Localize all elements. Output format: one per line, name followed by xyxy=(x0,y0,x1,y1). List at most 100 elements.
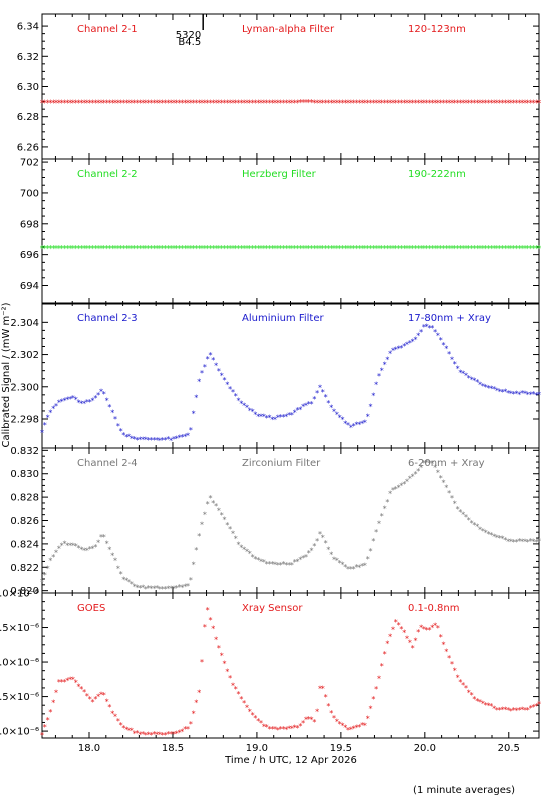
xtick-label: 18.0 xyxy=(78,743,100,754)
panel-4-data-point: * xyxy=(526,538,530,547)
panel-3-data-point: * xyxy=(107,403,111,412)
panel-1-data-point: * xyxy=(203,99,208,109)
panel-3-data-point: * xyxy=(189,426,193,435)
panel-5-channel-label: GOES xyxy=(77,603,105,614)
panel-1-data-point: * xyxy=(374,99,379,109)
y-axis-title: Calibrated Signal / (mW m⁻²) xyxy=(1,302,12,447)
panel-2-data-point: * xyxy=(135,244,140,254)
panel-3-data-point: * xyxy=(287,411,291,420)
panel-4-data-point: * xyxy=(380,512,384,521)
panel-2-data-point: * xyxy=(110,244,115,254)
panel-1-data-point: * xyxy=(405,99,410,109)
panel-1-data-point: * xyxy=(73,99,78,109)
panel-5-data-point: * xyxy=(192,709,196,718)
panel-2-data-point: * xyxy=(267,244,272,254)
panel-5-ytick-label: 3.0×10⁻⁶ xyxy=(0,727,39,738)
panel-1-data-point: * xyxy=(517,99,522,109)
panel-3-data-point: * xyxy=(245,403,249,412)
panel-3-data-point: * xyxy=(433,328,437,337)
panel-1-data-point: * xyxy=(467,99,472,109)
panel-2-data-point: * xyxy=(520,244,525,254)
panel-5-data-point: * xyxy=(57,678,61,687)
panel-5-data-point: * xyxy=(444,647,448,656)
panel-4-data-point: * xyxy=(436,468,440,477)
panel-4-data-point: * xyxy=(206,500,210,509)
panel-1-data-point: * xyxy=(500,99,505,109)
panel-3-data-point: * xyxy=(416,331,420,340)
panel-4-data-point: * xyxy=(517,537,521,546)
panel-1-data-point: * xyxy=(483,99,488,109)
panel-3-data-point: * xyxy=(262,412,266,421)
panel-4-data-point: * xyxy=(85,546,89,555)
panel-2-data-point: * xyxy=(152,244,157,254)
panel-1-data-point: * xyxy=(450,99,455,109)
panel-5-data-point: * xyxy=(450,660,454,669)
panel-4-data-point: * xyxy=(312,542,316,551)
panel-1-data-point: * xyxy=(197,99,202,109)
panel-1-data-point: * xyxy=(349,99,354,109)
panel-4-data-point: * xyxy=(138,584,142,593)
panel-5-data-point: * xyxy=(279,725,283,734)
panel-2-data-point: * xyxy=(506,244,511,254)
panel-4-data-point: * xyxy=(43,571,47,580)
panel-3-data-point: * xyxy=(242,401,246,410)
panel-2-data-point: * xyxy=(537,244,542,254)
panel-5-data-point: * xyxy=(425,626,429,635)
panel-5-data-point: * xyxy=(520,706,524,715)
panel-5-data-point: * xyxy=(234,685,238,694)
panel-4-data-point: * xyxy=(237,540,241,549)
panel-1-data-point: * xyxy=(65,99,70,109)
panel-4-data-point: * xyxy=(481,527,485,536)
panel-3-data-point: * xyxy=(436,332,440,341)
panel-1-data-point: * xyxy=(464,99,469,109)
panel-2-ytick-label: 700 xyxy=(20,188,39,199)
panel-2-data-point: * xyxy=(486,244,491,254)
panel-5-data-point: * xyxy=(380,662,384,671)
panel-1-data-point: * xyxy=(335,99,340,109)
panel-4-data-point: * xyxy=(354,563,358,572)
panel-4-data-point: * xyxy=(332,555,336,564)
panel-1-data-point: * xyxy=(57,99,62,109)
panel-1-data-point: * xyxy=(107,99,112,109)
panel-5-data-point: * xyxy=(293,723,297,732)
panel-4-data-point: * xyxy=(419,463,423,472)
panel-4-data-point: * xyxy=(161,585,165,594)
panel-3-data-point: * xyxy=(51,404,55,413)
panel-1-data-point: * xyxy=(506,99,511,109)
panel-1-data-point: * xyxy=(264,99,269,109)
panel-5-data-point: * xyxy=(62,678,66,687)
panel-5-data-point: * xyxy=(500,706,504,715)
panel-5-data-point: * xyxy=(200,658,204,667)
panel-2-data-point: * xyxy=(318,244,323,254)
panel-3-data-point: * xyxy=(276,413,280,422)
panel-3-data-point: * xyxy=(366,413,370,422)
panel-2-data-point: * xyxy=(455,244,460,254)
panel-5-data-point: * xyxy=(405,635,409,644)
panel-5-data-point: * xyxy=(96,692,100,701)
panel-4-data-point: * xyxy=(102,533,106,542)
panel-3-data-point: * xyxy=(374,380,378,389)
panel-1-data-point: * xyxy=(225,99,230,109)
panel-5-data-point: * xyxy=(158,730,162,739)
panel-5-data-point: * xyxy=(267,725,271,734)
panel-1-data-point: * xyxy=(233,99,238,109)
panel-4-data-point: * xyxy=(318,530,322,539)
panel-3-data-point: * xyxy=(405,340,409,349)
panel-1-data-point: * xyxy=(287,99,292,109)
panel-1-data-point: * xyxy=(394,99,399,109)
panel-3-data-point: * xyxy=(65,396,69,405)
panel-4-data-point: * xyxy=(529,537,533,546)
panel-3-data-point: * xyxy=(346,421,350,430)
panel-5-series: ****************************************… xyxy=(40,606,541,740)
panel-3-data-point: * xyxy=(470,375,474,384)
panel-2-data-point: * xyxy=(326,244,331,254)
panel-4-data-point: * xyxy=(329,550,333,559)
panel-5-data-point: * xyxy=(388,632,392,641)
panel-3-data-point: * xyxy=(239,400,243,409)
panel-5-data-point: * xyxy=(245,703,249,712)
panel-2-data-point: * xyxy=(321,244,326,254)
panel-5-data-point: * xyxy=(411,644,415,653)
panel-3-data-point: * xyxy=(164,436,168,445)
panel-3-data-point: * xyxy=(537,391,541,400)
